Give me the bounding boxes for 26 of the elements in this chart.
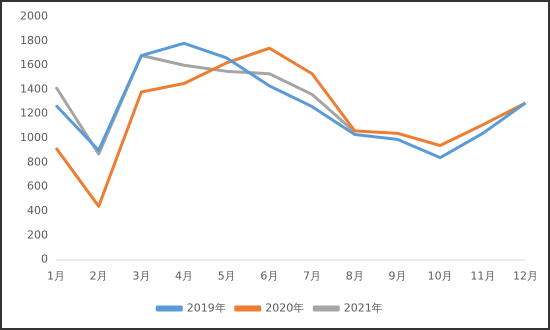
x-tick-label: 7月 [303,269,322,282]
x-tick-label: 3月 [132,269,150,282]
x-tick-label: 1月 [46,269,65,282]
y-tick-label: 200 [26,228,48,242]
x-tick-label: 9月 [388,269,406,282]
x-tick-label: 8月 [346,269,364,282]
x-tick-label: 4月 [175,269,194,282]
y-tick-label: 1200 [20,106,48,120]
x-tick-label: 6月 [260,269,278,282]
x-tick-label: 5月 [218,269,236,282]
x-tick-label: 10月 [428,269,453,282]
legend-label: 2019年 [186,301,226,314]
y-tick-label: 1400 [20,82,48,96]
y-tick-label: 1000 [20,131,48,144]
y-tick-label: 2000 [20,9,48,22]
y-tick-label: 1800 [20,34,48,47]
legend-label: 2021年 [344,301,383,314]
y-tick-label: 1600 [20,58,48,72]
y-tick-label: 800 [26,155,48,168]
x-tick-label: 2月 [90,269,108,282]
x-tick-label: 12月 [513,269,538,282]
legend-label: 2020年 [265,301,304,314]
y-tick-label: 0 [40,252,48,266]
y-tick-label: 600 [26,180,48,193]
x-tick-label: 11月 [470,269,496,282]
y-tick-label: 400 [26,204,48,218]
